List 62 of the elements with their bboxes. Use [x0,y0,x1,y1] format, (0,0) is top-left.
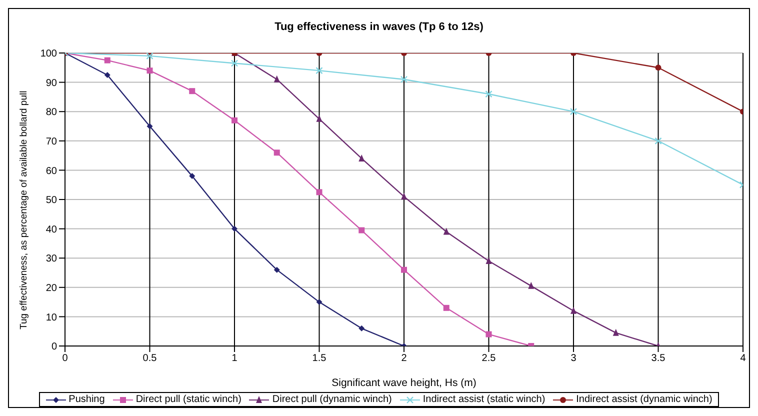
y-tick-label: 30 [46,254,58,265]
legend-label: Indirect assist (dynamic winch) [575,394,712,405]
point [443,304,450,311]
x-tick-label: 3.5 [651,353,666,364]
point [358,154,365,162]
point [189,88,196,94]
point [146,53,154,60]
point [274,266,280,273]
point [189,173,196,180]
point [655,64,662,71]
y-tick-label: 100 [40,48,58,60]
x-tick-label: 1.5 [312,353,327,364]
x-tick-label: 3 [570,353,577,364]
chart-title: Tug effectiveness in waves (Tp 6 to 12s) [274,20,484,35]
point [274,150,280,156]
legend-label: Direct pull (static winch) [134,394,242,405]
point [232,226,238,232]
point [316,114,322,122]
point [358,227,365,234]
y-tick-label: 70 [46,136,58,148]
point [232,117,238,124]
x-axis-title: Significant wave height, Hs (m) [332,377,476,389]
y-tick-label: 0 [51,342,58,353]
point [146,123,153,130]
point [401,266,407,273]
y-tick-label: 50 [46,195,58,206]
y-axis-title: Tug effectiveness, as percentage of available bollard pull [18,90,30,330]
point [104,57,110,64]
x-tick-label: 2 [401,353,408,364]
point [528,282,534,289]
x-tick-label: 4 [740,353,746,364]
point [401,192,407,200]
point [443,228,450,235]
point [400,76,408,83]
point [274,75,280,82]
y-tick-label: 40 [46,224,58,236]
y-tick-label: 80 [46,107,58,118]
y-tick-label: 10 [46,312,58,324]
y-tick-label: 20 [46,282,58,294]
point [485,90,492,98]
point [316,66,323,74]
x-tick-label: 1 [232,353,238,364]
point [570,108,578,116]
x-tick-label: 0 [62,353,68,364]
point [230,60,238,67]
point [316,189,322,196]
y-tick-label: 90 [46,78,58,89]
legend-label: Direct pull (dynamic winch) [271,394,392,405]
point [146,68,153,74]
point [104,72,110,78]
legend-label: Pushing [68,394,105,405]
point [358,325,365,332]
point [612,328,619,336]
point [570,306,576,314]
point [486,331,492,338]
point [316,299,322,306]
point [486,257,492,264]
point [654,137,662,144]
legend-label: Indirect assist (static winch) [422,394,546,405]
x-tick-label: 0.5 [142,353,158,364]
x-tick-label: 2.5 [482,353,496,364]
y-tick-label: 60 [46,166,58,177]
